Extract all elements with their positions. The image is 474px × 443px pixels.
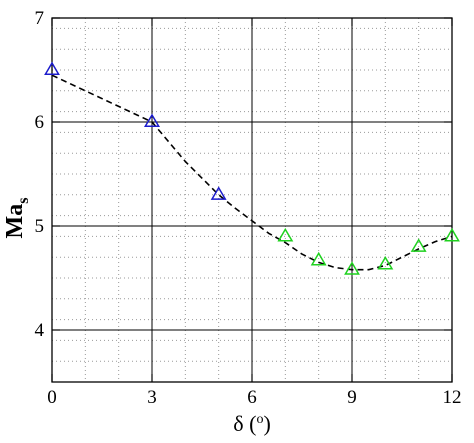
data-point-triangle: [277, 227, 294, 242]
x-tick-label: 12: [443, 387, 462, 408]
y-axis-title: Mas: [2, 198, 32, 239]
y-tick-label: 6: [35, 112, 45, 133]
x-tick-label: 6: [247, 387, 257, 408]
grid-major: [52, 18, 452, 382]
y-tick-label: 5: [35, 216, 45, 237]
data-point-triangle: [210, 186, 227, 200]
x-tick-label: 0: [47, 387, 57, 408]
y-axis-main: Ma: [2, 204, 28, 239]
data-point-triangle: [344, 261, 360, 275]
y-tick-label: 4: [35, 320, 45, 341]
x-axis-title: δ (o): [233, 411, 271, 436]
x-tick-label: 9: [347, 387, 357, 408]
axis-ticks: [51, 17, 453, 382]
x-axis-unit-open: (: [244, 411, 257, 436]
data-point-triangle: [44, 61, 60, 76]
data-point-triangle: [377, 256, 394, 270]
y-tick-label: 7: [35, 8, 45, 29]
x-axis-unit-degree: o: [256, 412, 263, 427]
data-point-triangle: [444, 227, 460, 242]
data-point-triangle: [143, 113, 161, 128]
x-axis-unit-close: ): [263, 411, 270, 436]
y-axis-sub: s: [15, 198, 32, 204]
data-point-triangle: [410, 238, 427, 252]
data-point-triangle: [310, 251, 327, 266]
tick-labels: 0 3 6 9 12 4 5 6 7: [35, 8, 462, 408]
x-tick-label: 3: [147, 387, 157, 408]
trend-line: [51, 74, 453, 271]
x-axis-symbol: δ: [233, 411, 243, 436]
data-markers: [44, 61, 460, 275]
